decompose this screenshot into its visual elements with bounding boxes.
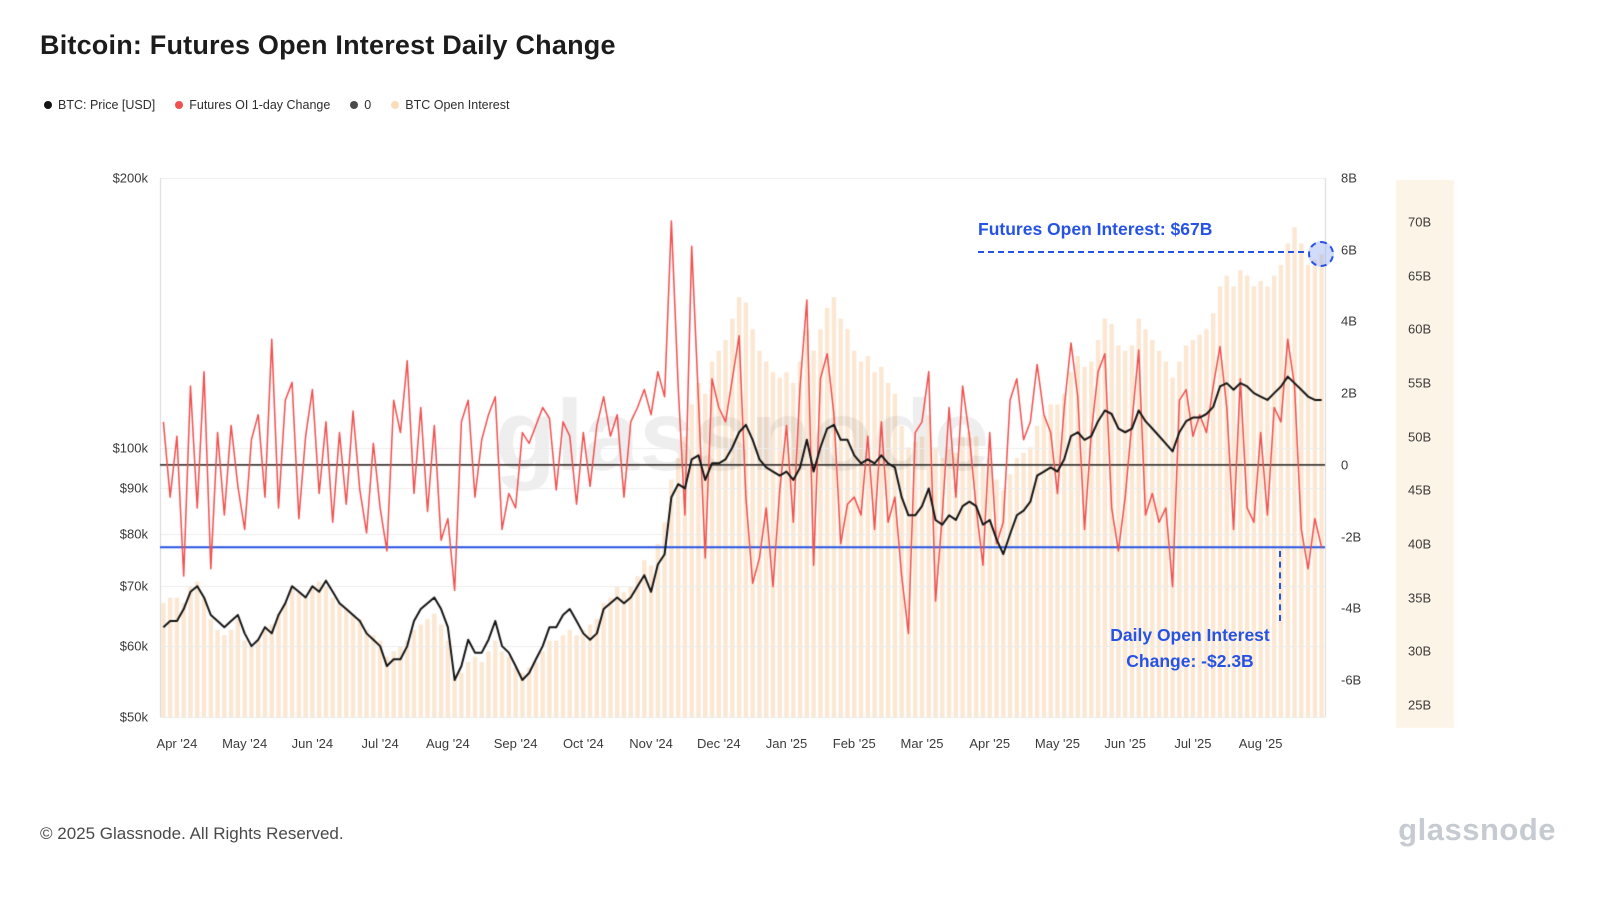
page-title: Bitcoin: Futures Open Interest Daily Cha…	[40, 30, 616, 60]
y-axis-oi-tick: 65B	[1408, 268, 1432, 284]
legend-label: 0	[364, 98, 372, 112]
y-axis-price-tick: $90k	[119, 480, 148, 496]
x-axis-tick: Aug '24	[426, 736, 470, 751]
daily-change-callout-line2: Change: -$2.3B	[1126, 651, 1254, 671]
legend-label: BTC: Price [USD]	[58, 98, 156, 112]
y-axis-change-tick: 8B	[1341, 170, 1357, 186]
x-axis-tick: Jan '25	[765, 736, 808, 751]
x-axis-tick: Nov '24	[629, 736, 673, 751]
y-axis-change-tick: -4B	[1341, 600, 1362, 616]
x-axis-tick: Aug '25	[1238, 736, 1283, 751]
legend-item-zero[interactable]: 0	[350, 98, 371, 112]
y-axis-change-tick: 4B	[1341, 313, 1357, 329]
legend-dot-black	[44, 101, 52, 109]
glassnode-logo: glassnode	[1398, 812, 1556, 847]
x-axis-tick: Jul '24	[361, 736, 399, 751]
callout-dashed-line-horizontal	[978, 251, 1304, 253]
legend-dot-gray	[350, 101, 359, 109]
x-axis-tick: Jun '24	[291, 736, 334, 751]
futures-open-interest-callout: Futures Open Interest: $67B	[978, 219, 1213, 239]
y-axis-price-tick: $50k	[119, 709, 148, 725]
legend-item-futures-oi-change[interactable]: Futures OI 1-day Change	[175, 98, 330, 112]
y-axis-change-tick: 6B	[1341, 242, 1357, 258]
legend-label: BTC Open Interest	[405, 98, 510, 112]
y-axis-oi-tick: 50B	[1408, 429, 1432, 445]
y-axis-price-tick: $100k	[112, 440, 148, 455]
y-axis-change-tick: 2B	[1341, 385, 1357, 401]
y-axis-oi-tick: 25B	[1408, 697, 1432, 713]
y-axis-change-tick: -2B	[1341, 529, 1362, 545]
legend-item-btc-price[interactable]: BTC: Price [USD]	[44, 98, 155, 112]
x-axis-tick: Apr '24	[156, 736, 198, 751]
y-axis-change-tick: -6B	[1341, 672, 1362, 688]
daily-change-callout: Daily Open Interest Change: -$2.3B	[1075, 622, 1305, 674]
y-axis-oi-tick: 40B	[1408, 536, 1432, 552]
y-axis-price-tick: $70k	[119, 578, 148, 594]
latest-point-marker	[1308, 241, 1334, 267]
legend: BTC: Price [USD] Futures OI 1-day Change…	[44, 98, 509, 112]
x-axis-tick: May '25	[1034, 736, 1081, 751]
x-axis-tick: Mar '25	[900, 736, 944, 751]
x-axis-tick: Apr '25	[969, 736, 1011, 751]
y-axis-oi-tick: 70B	[1408, 214, 1432, 230]
x-axis-tick: Sep '24	[493, 736, 538, 751]
x-axis-tick: Jul '25	[1174, 736, 1212, 751]
x-axis-tick: Dec '24	[696, 736, 741, 751]
legend-dot-red	[175, 101, 184, 109]
y-axis-oi-tick: 35B	[1408, 590, 1432, 606]
y-axis-change-tick: 0	[1341, 457, 1349, 473]
y-axis-oi-tick: 45B	[1408, 482, 1432, 498]
callout-dashed-line-vertical	[1279, 551, 1281, 621]
copyright-text: © 2025 Glassnode. All Rights Reserved.	[40, 824, 344, 843]
y-axis-oi-tick: 30B	[1408, 643, 1432, 659]
y-axis-price-tick: $200k	[112, 170, 148, 186]
legend-item-btc-open-interest[interactable]: BTC Open Interest	[391, 98, 509, 112]
x-axis-tick: Feb '25	[832, 736, 876, 751]
y-axis-oi-tick: 55B	[1408, 375, 1432, 391]
y-axis-oi-tick: 60B	[1408, 321, 1432, 337]
legend-dot-orange	[391, 101, 400, 109]
x-axis-tick: Oct '24	[562, 736, 604, 751]
daily-change-callout-line1: Daily Open Interest	[1110, 625, 1270, 645]
x-axis-tick: Jun '25	[1104, 736, 1146, 751]
y-axis-price-tick: $60k	[119, 638, 148, 654]
y-axis-price-tick: $80k	[119, 526, 148, 542]
x-axis-tick: May '24	[222, 736, 268, 751]
legend-label: Futures OI 1-day Change	[189, 98, 331, 112]
